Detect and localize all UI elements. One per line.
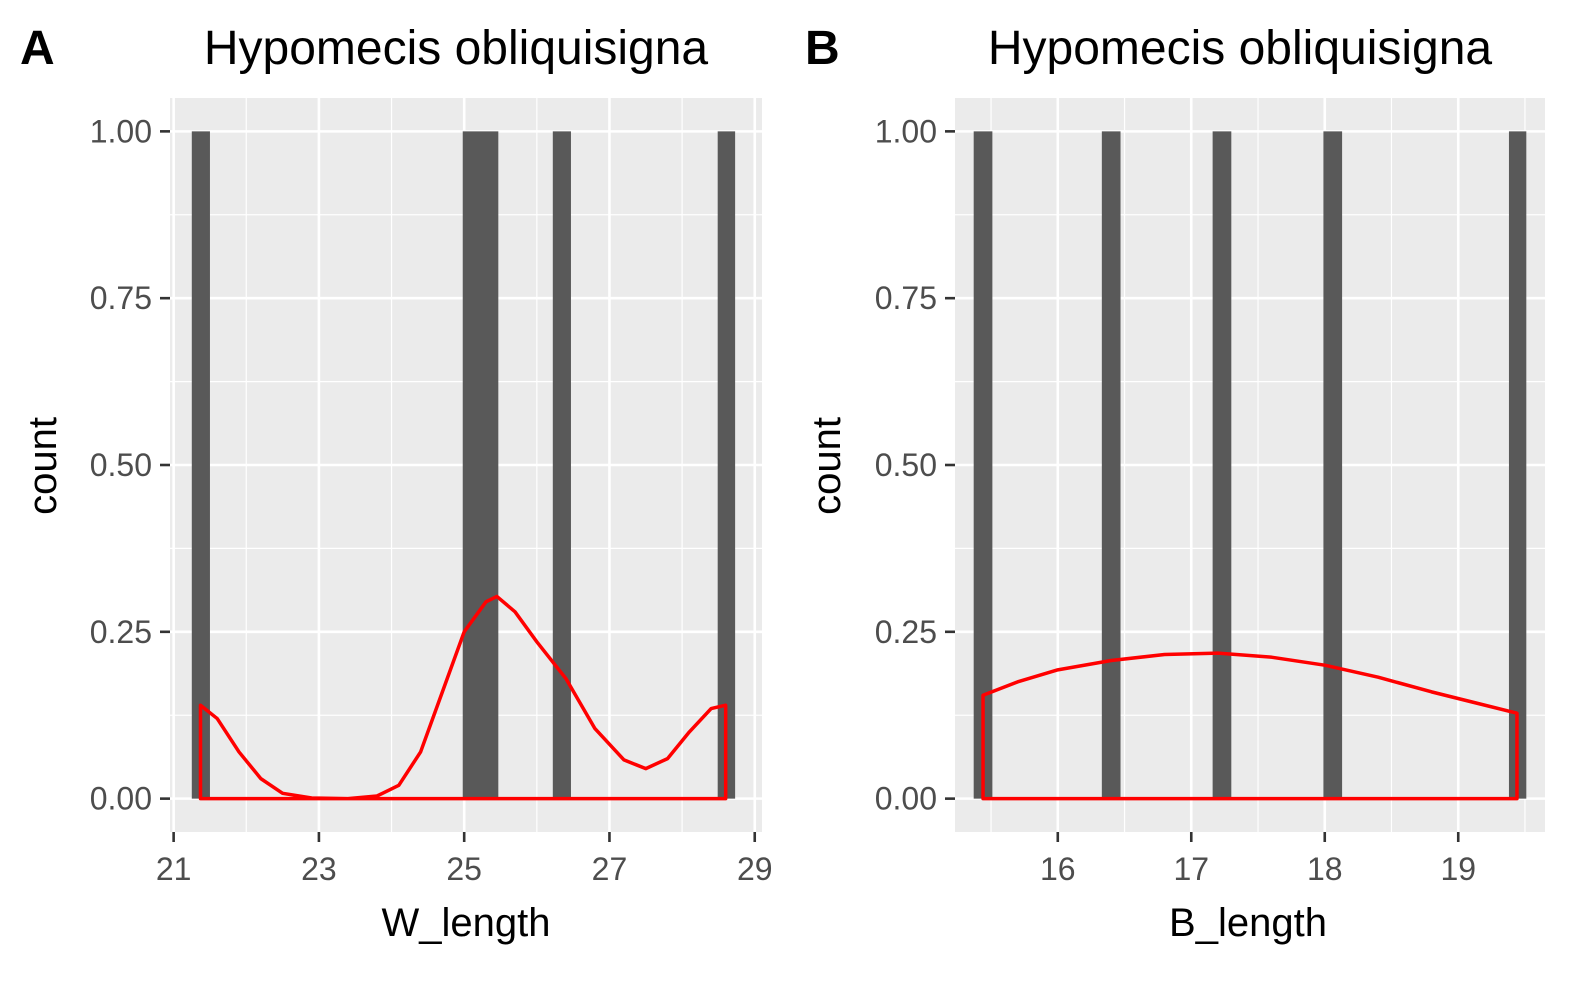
panel-a-title: Hypomecis obliquisigna: [204, 22, 709, 75]
panel-b-density-curve: [981, 651, 1519, 801]
panel-a-y-tick-label: 0.50: [90, 447, 152, 483]
panel-b-y-tick-label: 0.75: [875, 280, 937, 316]
panel-a-histogram-bar: [462, 131, 499, 799]
panel-b-x-tick-label: 17: [1173, 851, 1209, 887]
panel-a-y-axis-title: count: [21, 417, 65, 515]
panel-a-x-tick-label: 25: [446, 851, 482, 887]
panel-b-histogram-bar: [1508, 131, 1527, 799]
panel-b-x-tick-label: 18: [1307, 851, 1343, 887]
panel-b-x-tick-label: 19: [1440, 851, 1476, 887]
panel-a-y-axis: 0.00 0.25 0.50 0.75 1.00: [90, 113, 170, 817]
panel-b-histogram-bar: [973, 131, 993, 799]
panel-b-histogram-bar: [1323, 131, 1343, 799]
panel-b-y-tick-label: 0.50: [875, 447, 937, 483]
panel-a: A Hypomecis obliquisigna 0.00 0.25 0.50 0.7…: [20, 22, 773, 945]
panel-a-histogram-bar: [717, 131, 736, 799]
panel-a-x-tick-label: 27: [592, 851, 628, 887]
panel-b-gridlines: [955, 98, 1545, 832]
panel-a-tag: A: [20, 22, 55, 75]
panel-b-y-tick-label: 1.00: [875, 113, 937, 149]
panel-b-y-axis: 0.00 0.25 0.50 0.75 1.00: [875, 113, 955, 817]
panel-b-y-tick-label: 0.00: [875, 781, 937, 817]
panel-a-y-tick-label: 0.00: [90, 781, 152, 817]
panel-b-histogram-bar: [1212, 131, 1232, 799]
panel-a-histogram-bar: [552, 131, 571, 799]
panel-a-x-axis: 21 23 25 27 29: [156, 832, 773, 887]
panel-b-histogram-bars: [973, 131, 1527, 799]
panel-a-x-axis-title: W_length: [382, 901, 551, 945]
panel-a-x-tick-label: 23: [301, 851, 337, 887]
panel-b-title: Hypomecis obliquisigna: [988, 22, 1493, 75]
panel-a-density-curve: [198, 594, 728, 801]
panel-a-y-tick-label: 0.75: [90, 280, 152, 316]
panel-b-tag: B: [805, 22, 840, 75]
panel-a-y-tick-label: 1.00: [90, 113, 152, 149]
panel-b-histogram-bar: [1101, 131, 1121, 799]
panel-b: B Hypomecis obliquisigna 0.00 0.25 0.50 0.7…: [805, 22, 1545, 945]
panel-b-x-axis: 16 17 18 19: [1040, 832, 1476, 887]
panel-b-x-axis-title: B_length: [1169, 901, 1327, 945]
panel-a-y-tick-label: 0.25: [90, 614, 152, 650]
panel-b-y-axis-title: count: [805, 417, 849, 515]
panel-a-x-tick-label: 29: [737, 851, 773, 887]
panel-b-x-tick-label: 16: [1040, 851, 1076, 887]
panel-a-x-tick-label: 21: [156, 851, 192, 887]
panel-a-histogram-bar: [191, 131, 210, 799]
panel-b-y-tick-label: 0.25: [875, 614, 937, 650]
panel-a-histogram-bars: [191, 131, 736, 799]
